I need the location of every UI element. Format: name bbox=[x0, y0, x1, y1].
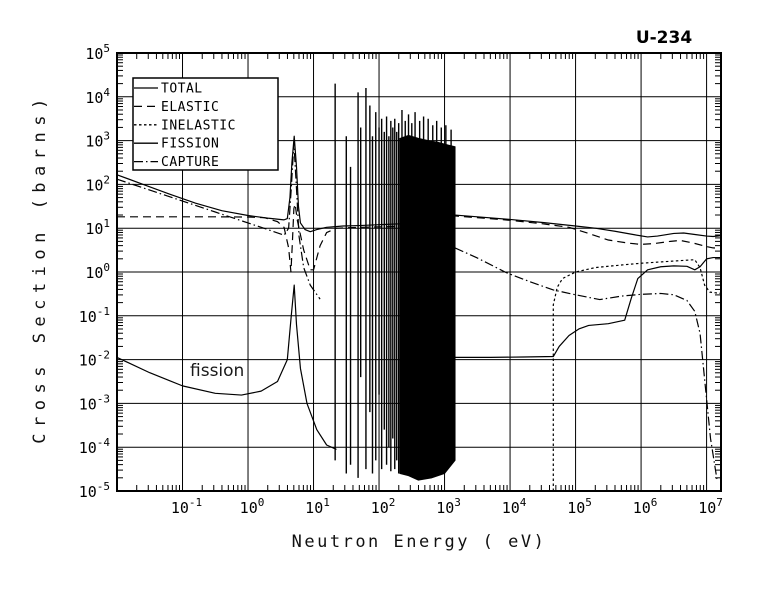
chart-title: U-234 bbox=[635, 28, 693, 48]
tick-exponent: -1 bbox=[189, 496, 202, 509]
tick-exponent: 0 bbox=[258, 496, 265, 509]
tick-exponent: 3 bbox=[103, 130, 110, 143]
tick-exponent: -5 bbox=[97, 480, 110, 493]
tick-exponent: 2 bbox=[389, 496, 396, 509]
tick-exponent: 2 bbox=[103, 173, 110, 186]
legend-label-capture: CAPTURE bbox=[161, 155, 219, 170]
tick-exponent: 0 bbox=[103, 261, 110, 274]
tick-exponent: -2 bbox=[97, 349, 110, 362]
tick-exponent: 5 bbox=[103, 42, 110, 55]
curve-capture-low bbox=[116, 142, 321, 300]
tick-exponent: -4 bbox=[97, 436, 111, 449]
legend-label-elastic: ELASTIC bbox=[161, 100, 219, 115]
tick-exponent: 3 bbox=[454, 496, 461, 509]
x-axis-label: Neutron Energy ( eV) bbox=[291, 532, 547, 552]
tick-exponent: 4 bbox=[103, 86, 110, 99]
tick-exponent: -3 bbox=[97, 392, 110, 405]
curve-inelastic bbox=[552, 259, 722, 491]
fission-annotation: fission bbox=[190, 361, 245, 381]
legend-box bbox=[132, 77, 279, 171]
tick-exponent: 6 bbox=[651, 496, 658, 509]
plot-border bbox=[116, 52, 722, 492]
legend-label-total: TOTAL bbox=[161, 82, 203, 97]
tick-exponent: 5 bbox=[585, 496, 592, 509]
tick-exponent: 7 bbox=[716, 496, 723, 509]
curve-total bbox=[116, 135, 722, 238]
y-axis-label: Cross Section (barns) bbox=[30, 92, 50, 444]
tick-exponent: 4 bbox=[520, 496, 527, 509]
legend-label-inelastic: INELASTIC bbox=[161, 118, 236, 133]
curve-fission-low bbox=[116, 284, 337, 450]
curve-capture-high bbox=[454, 247, 718, 481]
legend-label-fission: FISSION bbox=[161, 137, 219, 152]
tick-exponent: 1 bbox=[103, 217, 110, 230]
tick-exponent: -1 bbox=[97, 305, 110, 318]
tick-exponent: 1 bbox=[323, 496, 330, 509]
curve-fission-high bbox=[455, 256, 721, 359]
